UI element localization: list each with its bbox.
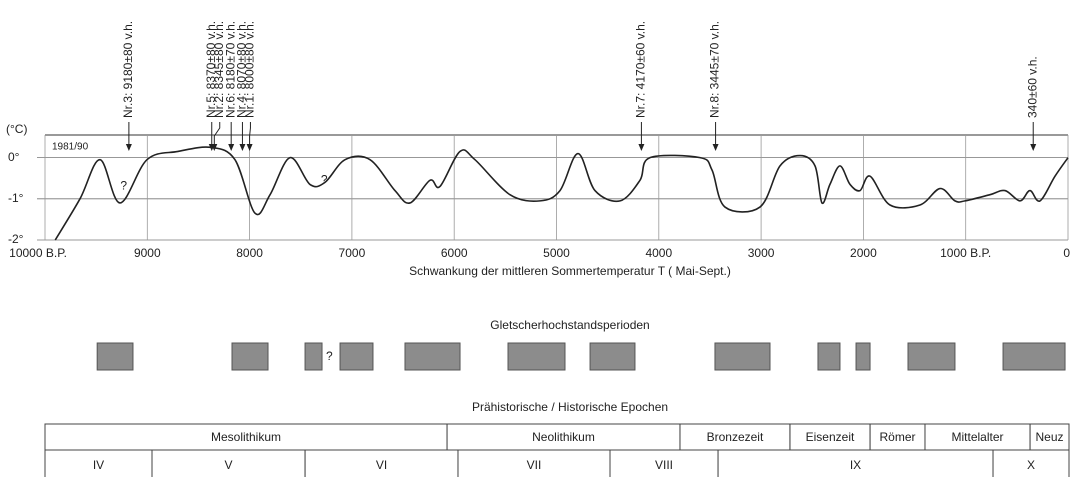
epoch-label: Eisenzeit — [806, 430, 855, 444]
epoch-label: VI — [376, 458, 387, 472]
x-tick-label: 8000 — [236, 246, 263, 260]
epoch-label: Neolithikum — [532, 430, 595, 444]
glacier-title: Gletscherhochstandsperioden — [490, 318, 649, 332]
question-mark: ? — [120, 179, 127, 193]
glacier-period — [714, 342, 771, 371]
question-mark: ? — [321, 172, 328, 186]
glacier-period — [96, 342, 134, 371]
annotation-label: 340±60 v.h. — [1025, 56, 1039, 118]
arrow-head — [712, 144, 719, 151]
arrow-head — [228, 144, 235, 151]
epoch-label: Mesolithikum — [211, 430, 281, 444]
epoch-label: VII — [527, 458, 542, 472]
arrow-head — [246, 144, 253, 151]
annotation-label: Nr.2: 8345±80 v.h. — [212, 21, 226, 118]
epoch-label: IV — [93, 458, 104, 472]
annotation-label: Nr.3: 9180±80 v.h. — [121, 21, 135, 118]
y-axis-label: (°C) — [6, 122, 27, 136]
x-tick-label: 1000 B.P. — [940, 246, 991, 260]
y-tick-label: -1° — [8, 191, 24, 205]
temperature-line — [54, 146, 1069, 241]
epochs-title: Prähistorische / Historische Epochen — [472, 400, 668, 414]
glacier-period — [339, 342, 374, 371]
glacier-period — [855, 342, 871, 371]
x-tick-label: 7000 — [339, 246, 366, 260]
reference-label: 1981/90 — [52, 142, 89, 153]
glacier-period — [507, 342, 566, 371]
x-axis-label: Schwankung der mittleren Sommertemperatu… — [409, 264, 731, 278]
x-tick-label: 2000 — [850, 246, 877, 260]
glacier-period — [907, 342, 956, 371]
annotation-label: Nr.1: 8000±80 v.h. — [243, 21, 257, 118]
annotation-label: Nr.5: 8370±80 v.h. — [204, 21, 218, 118]
glacier-period — [304, 342, 323, 371]
arrow-head — [239, 144, 246, 151]
epoch-label: Bronzezeit — [707, 430, 764, 444]
arrow-head — [211, 144, 218, 151]
arrow-head — [638, 144, 645, 151]
y-tick-label: -2° — [8, 232, 24, 246]
annotation-label: Nr.7: 4170±60 v.h. — [634, 21, 648, 118]
epoch-label: Römer — [880, 430, 916, 444]
annotation-label: Nr.8: 3445±70 v.h. — [708, 21, 722, 118]
epoch-label: Neuz — [1036, 430, 1064, 444]
epoch-label: X — [1027, 458, 1035, 472]
glacier-period — [589, 342, 636, 371]
x-tick-label: 10000 B.P. — [9, 246, 67, 260]
arrow-head — [1030, 144, 1037, 151]
x-tick-label: 3000 — [748, 246, 775, 260]
annotation-label: Nr.6: 8180±70 v.h. — [223, 21, 237, 118]
epoch-label: Mittelalter — [952, 430, 1004, 444]
x-tick-label: 5000 — [543, 246, 570, 260]
glacier-period — [1002, 342, 1066, 371]
epoch-label: VIII — [655, 458, 673, 472]
annotation-label: Nr.4: 8070±80 v.h. — [235, 21, 249, 118]
glacier-period — [404, 342, 461, 371]
annotation-arrow — [213, 122, 221, 148]
epoch-cell — [992, 449, 1070, 477]
epoch-label: V — [225, 458, 233, 472]
glacier-period — [817, 342, 841, 371]
arrow-head — [125, 144, 132, 151]
x-tick-label: 0 — [1063, 246, 1070, 260]
y-tick-label: 0° — [8, 150, 20, 164]
epoch-label: IX — [850, 458, 861, 472]
x-tick-label: 4000 — [645, 246, 672, 260]
x-tick-label: 6000 — [441, 246, 468, 260]
glacier-period — [231, 342, 269, 371]
glacier-question: ? — [326, 349, 333, 363]
x-tick-label: 9000 — [134, 246, 161, 260]
annotation-arrow — [249, 122, 251, 148]
